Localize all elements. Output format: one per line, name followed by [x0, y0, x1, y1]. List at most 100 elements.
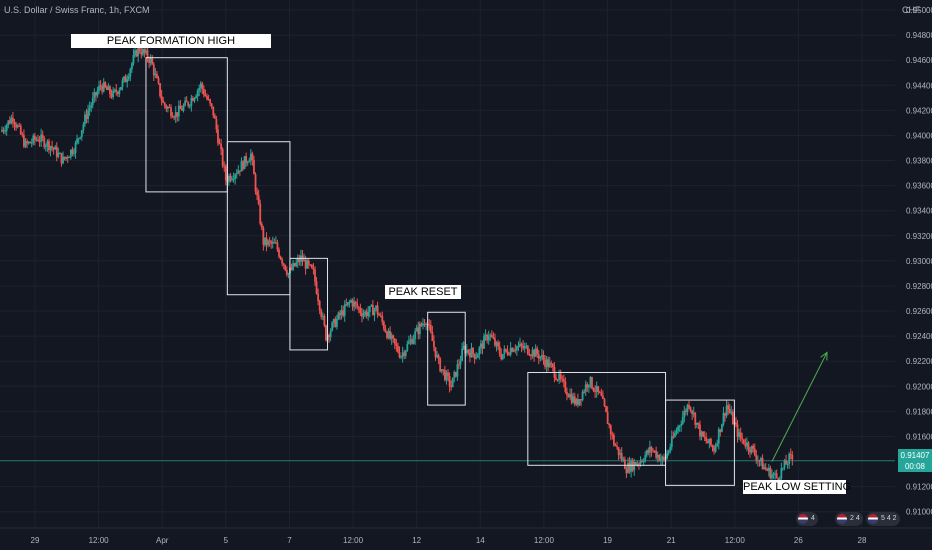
candle [703, 436, 706, 438]
candle [332, 319, 335, 323]
candle [163, 102, 166, 106]
candle [160, 96, 163, 101]
time-tick-label: 29 [31, 536, 40, 545]
economic-event-badge[interactable]: 4 [796, 512, 818, 526]
candle [577, 399, 579, 405]
candle [259, 203, 262, 224]
candle [742, 439, 745, 444]
candle [711, 445, 714, 448]
candle [706, 441, 709, 444]
peak-reset-label[interactable]: PEAK RESET [385, 285, 461, 299]
candle [223, 165, 226, 167]
candle [656, 455, 659, 458]
candle [542, 354, 545, 360]
candle [597, 386, 600, 392]
candle [541, 354, 543, 357]
time-tick-label: 14 [476, 536, 485, 545]
candle [667, 451, 670, 454]
candle [257, 195, 260, 204]
candle [199, 83, 202, 88]
candle [755, 454, 758, 461]
candle [470, 347, 473, 358]
candle [689, 407, 692, 411]
candle [98, 85, 100, 91]
candle [605, 406, 607, 413]
candle [285, 270, 288, 275]
economic-event-badge[interactable]: 5 4 2 [866, 512, 900, 526]
candle [782, 467, 784, 469]
candle [450, 386, 453, 388]
candle [555, 377, 557, 380]
candle [168, 107, 171, 109]
candle [716, 443, 719, 446]
candle [148, 58, 151, 63]
candle [641, 460, 643, 462]
candle [674, 432, 676, 438]
peak-low-setting-label[interactable]: PEAK LOW SETTING [743, 480, 852, 494]
candle [237, 170, 240, 174]
candle [130, 63, 133, 70]
candle [489, 334, 492, 337]
candle [678, 425, 681, 427]
candle [484, 334, 487, 337]
candle [512, 349, 515, 352]
candle [157, 78, 160, 84]
candle [215, 118, 218, 130]
candle [357, 307, 360, 309]
candle [436, 355, 438, 358]
candle [731, 411, 734, 425]
candle [190, 98, 193, 106]
candle [506, 350, 509, 355]
candle [290, 267, 293, 270]
candle [409, 339, 412, 342]
candle [379, 315, 382, 317]
candle [505, 349, 507, 351]
economic-event-badge[interactable]: 2 4 [835, 512, 863, 526]
candle [433, 341, 435, 348]
candle [32, 135, 35, 143]
candle [515, 346, 518, 350]
consolidation-box [665, 399, 735, 486]
candle [371, 305, 374, 316]
candle [569, 393, 571, 398]
candle [744, 443, 747, 447]
candle [268, 240, 271, 242]
candle [788, 453, 791, 464]
candle [267, 240, 269, 246]
candle [636, 463, 639, 466]
peak-formation-high-label[interactable]: PEAK FORMATION HIGH [71, 34, 271, 48]
candle [159, 83, 161, 97]
currency-label: CHF [902, 5, 921, 15]
candle [134, 50, 136, 56]
candle [423, 323, 426, 325]
candle [76, 138, 79, 143]
candle [501, 354, 504, 360]
candle [249, 153, 252, 161]
candle [143, 49, 146, 53]
candle [747, 442, 750, 450]
candle [109, 86, 111, 95]
candle [492, 337, 495, 339]
candle [614, 444, 617, 446]
candle [547, 359, 550, 368]
time-tick-label: 12 [412, 536, 421, 545]
candle [645, 450, 648, 456]
candle [456, 364, 459, 377]
candle [265, 237, 268, 246]
candle [307, 260, 310, 265]
candle [531, 349, 534, 356]
candle [298, 258, 301, 262]
candle [8, 120, 11, 124]
symbol-title[interactable]: U.S. Dollar / Swiss Franc, 1h, FXCM [4, 5, 150, 15]
candle [666, 453, 669, 459]
candle [166, 107, 169, 109]
candle [356, 303, 359, 308]
candle [623, 459, 626, 470]
candle [41, 134, 44, 138]
